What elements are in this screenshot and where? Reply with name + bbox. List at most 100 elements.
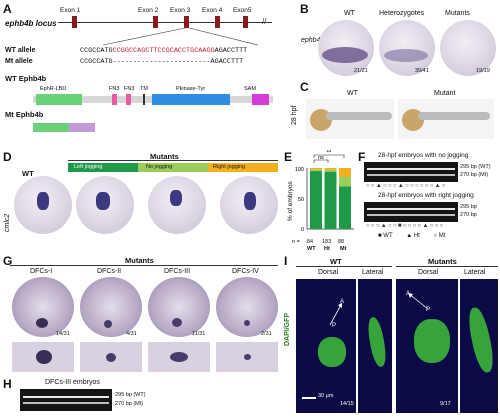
c-header-mut: Mutant (434, 90, 456, 97)
g-header-2: DFCs-II (97, 268, 122, 275)
f-legend-mt: Mt (438, 233, 446, 239)
g-zoom-2 (80, 342, 142, 372)
sam-domain (252, 94, 269, 105)
f-gel-2-band-bottom (367, 214, 455, 216)
f-gel-1 (364, 162, 458, 182)
i-mt-count: 9/17 (440, 401, 451, 407)
b-stain-het (384, 49, 428, 62)
d-mutants-line (68, 160, 278, 161)
c-header-wt: WT (347, 90, 358, 97)
e-group-mt: Mt (340, 246, 347, 252)
g-header-1: DFCs-I (30, 268, 53, 275)
fn3a-domain (112, 94, 117, 105)
i-wt-count: 14/15 (340, 401, 354, 407)
e-bar-mt-left-jogging (339, 186, 351, 229)
domain-tm-label: TM (140, 86, 148, 92)
g-dfc-spot-4 (244, 320, 250, 326)
exon-5-label: Exon5 (233, 7, 252, 14)
wt-seq-right: AGACCTTT (214, 47, 248, 55)
e-n-wt: 84 (307, 239, 314, 245)
e-ytick-0: 0 (301, 227, 304, 233)
g-zoom-1 (12, 342, 74, 372)
d-legend-none-label: No jogging (146, 164, 173, 170)
e-group-wt: WT (307, 246, 316, 252)
h-gel (20, 389, 112, 411)
panel-label-e: E (284, 150, 293, 164)
c-mut-tail (418, 112, 490, 120)
g-zoom-2-cells (106, 353, 116, 362)
g-count-2: 4/31 (126, 331, 137, 337)
g-zoom-3-cells (170, 352, 188, 362)
wt-allele-label: WT allele (5, 47, 36, 54)
b-embryo-het (379, 20, 435, 76)
g-zoom-4 (216, 342, 278, 372)
i-mt-p-label: P (426, 307, 431, 313)
exon-2-box (153, 16, 158, 28)
mt-allele-label: Mt allele (5, 58, 33, 65)
i-wt-label: WT (330, 257, 342, 266)
gene-line (58, 22, 272, 23)
wt-seq-deleted: CCGGCCAGCTTCCGCACCTGCAAGG (112, 47, 215, 55)
i-wt-a-label: A (340, 299, 345, 305)
i-mutants-label: Mutants (428, 257, 457, 266)
domain-fn3b-label: FN3 (124, 86, 135, 92)
i-mt-a-label: A (406, 291, 411, 297)
g-dfc-spot-1 (36, 318, 48, 328)
e-star-label: ** (327, 151, 332, 157)
b-count-het: 39/41 (415, 68, 429, 74)
g-dfc-spot-2 (104, 320, 112, 328)
i-dorsal-mt: Dorsal (418, 269, 439, 276)
locus-label: ephb4b locus (5, 19, 57, 28)
h-bp-mt: 270 bp (Mt) (115, 401, 144, 407)
mt-seq-right: AGACCTTT (210, 58, 244, 66)
wt-sequence: CCGCCATGCCGGCCAGCTTCCGCACCTGCAAGGAGACCTT… (80, 47, 247, 55)
e-bar-ht-no-jogging (324, 169, 337, 172)
i-mt-lateral-cluster (465, 305, 497, 375)
g-embryo-2 (80, 277, 142, 337)
exon-4-box (215, 16, 220, 28)
i-mt-dorsal-cluster (414, 319, 450, 363)
i-wt-lateral-cluster (365, 316, 389, 368)
d-legend-none: No jogging (138, 163, 208, 172)
lbd-domain (36, 94, 82, 105)
c-larva-wt-image (306, 99, 394, 139)
e-bar-wt-left-jogging (310, 171, 322, 229)
f-bp-2: 270 bp (460, 212, 477, 218)
i-mutants-line (396, 266, 498, 267)
domain-kinase-label: Pkinase-Tyr (176, 86, 206, 92)
f-title-1: 28-hpf embryos with no jogging (378, 152, 469, 159)
e-bar-wt-no-jogging (310, 169, 322, 172)
f-legend-mt-icon: ○ (433, 233, 439, 239)
g-header-3: DFCs-III (164, 268, 191, 275)
i-mt-dorsal-image: A P 9/17 (396, 279, 458, 413)
f-genotype-row-1: ○○▲○○○▲○○○○○○▲○ (366, 183, 447, 189)
g-mutants-label: Mutants (125, 256, 154, 265)
f-gel-1-band-top (367, 168, 455, 170)
c-wt-tail (326, 112, 392, 120)
zoom-lines (102, 27, 259, 46)
f-bp-wt: 295 bp (WT) (460, 164, 491, 170)
wt-seq-left: CCGCCATG (80, 47, 113, 55)
g-count-1: 14/31 (56, 331, 70, 337)
f-bp-mt: 270 bp (Mt) (460, 172, 489, 178)
panel-label-f: F (358, 150, 366, 164)
h-bp-wt: 295 bp (WT) (115, 392, 146, 398)
e-bar-mt-no-jogging (339, 176, 351, 187)
e-ns-bracket (313, 159, 329, 163)
d-heart-m2 (170, 190, 182, 206)
mt-seq-left: CCGCCATG (80, 58, 113, 66)
g-embryo-3 (148, 277, 210, 337)
i-scale-label: 30 μm (318, 393, 334, 399)
panel-label-d: D (3, 150, 12, 164)
d-legend-right-label: Right jogging (213, 164, 246, 170)
exon-5-box (243, 16, 248, 28)
d-heart-m3 (244, 192, 256, 210)
i-wt-dorsal-image: A P 30 μm 14/15 (296, 279, 356, 413)
e-bar-ht-left-jogging (324, 171, 337, 229)
g-mutants-line (10, 265, 278, 266)
e-n-label: n = (292, 239, 300, 245)
c-larva-mut-image (398, 99, 494, 139)
e-ytick-50: 50 (298, 197, 304, 203)
g-dfc-spot-3 (172, 318, 182, 327)
wt-protein-label: WT Ephb4b (5, 74, 47, 83)
